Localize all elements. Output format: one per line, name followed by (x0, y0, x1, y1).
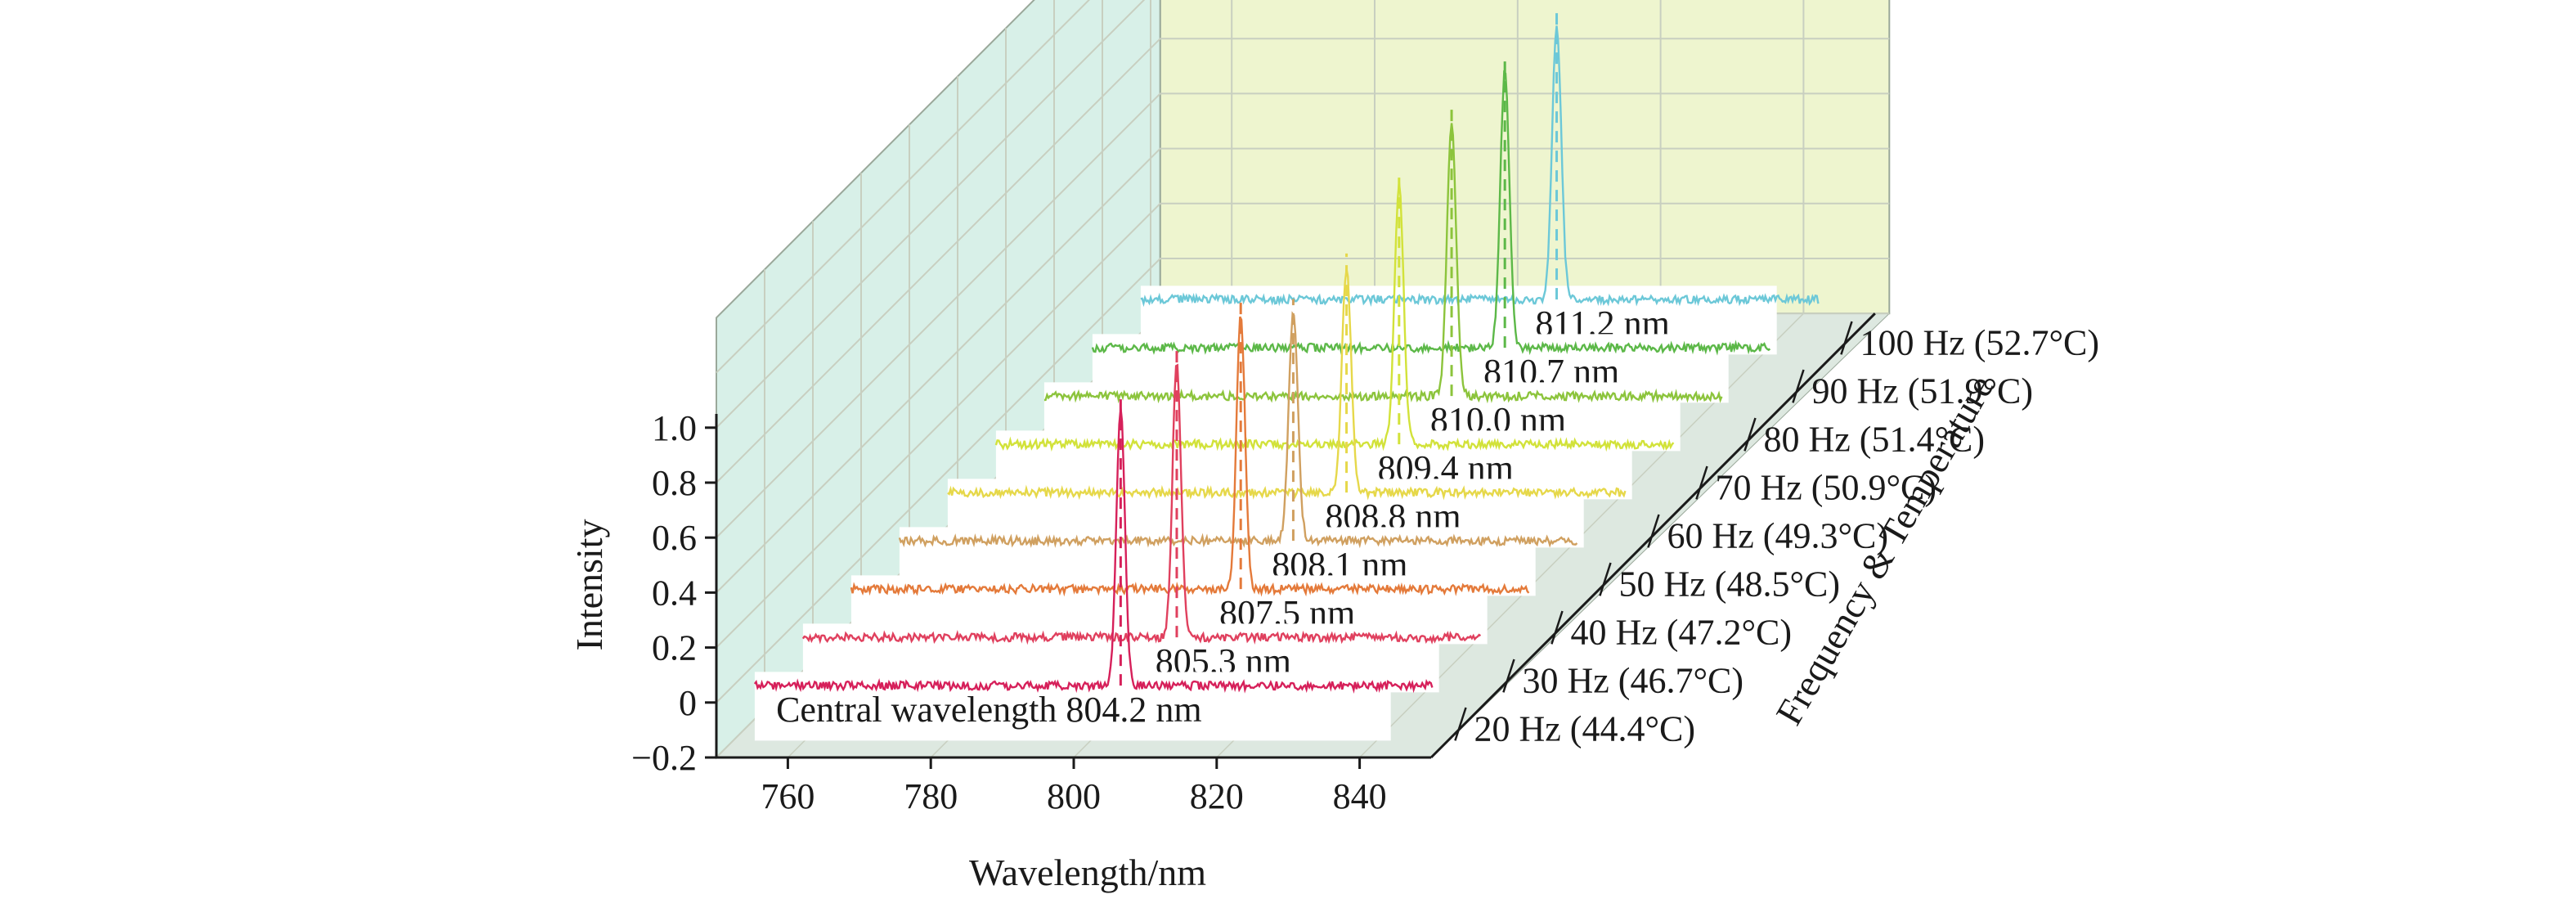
y-tick-label: 0.6 (652, 518, 697, 558)
depth-tick (1744, 417, 1757, 452)
x-tick-label: 820 (1190, 776, 1244, 816)
spectrum-line (947, 268, 1627, 501)
depth-tick (1695, 465, 1708, 500)
grid-line-intensity (716, 92, 1890, 538)
grid-line-intensity (716, 258, 1890, 703)
spectrum-line (1140, 25, 1820, 308)
spectrum-line (1043, 123, 1723, 404)
slice-0: Central wavelength 804.2 nm 20 Hz (44.4°C… (753, 397, 1696, 748)
depth-tick (1792, 369, 1805, 403)
series-label: 30 Hz (46.7°C) (1523, 660, 1744, 700)
grid-line-intensity (716, 0, 1146, 429)
depth-tick (1551, 610, 1564, 645)
y-tick-label: 0.4 (652, 573, 697, 613)
series-label: 90 Hz (51.9°C) (1812, 371, 2034, 411)
x-tick-label: 800 (1047, 776, 1101, 816)
grid-line-intensity (716, 0, 1091, 374)
x-tick-label: 760 (761, 776, 815, 816)
y-tick-label: 0.2 (652, 628, 697, 668)
series-label: 50 Hz (48.5°C) (1619, 564, 1841, 604)
series-label: 70 Hz (50.9°C) (1716, 467, 1937, 507)
spectrum-line (898, 311, 1578, 549)
series-label: 60 Hz (49.3°C) (1667, 515, 1889, 555)
x-tick-label: 780 (904, 776, 958, 816)
y-tick-label: 0.8 (652, 463, 697, 503)
series-label: 40 Hz (47.2°C) (1571, 612, 1793, 652)
y-tick-label: 1.0 (652, 408, 697, 448)
x-axis-title: Wavelength/nm (969, 852, 1206, 893)
spectrum-line (1091, 70, 1771, 356)
spectrum-line (801, 363, 1482, 645)
spectrum-line (994, 182, 1675, 452)
spectrum-slices: 811.2 nm 100 Hz (52.7°C)810.7 nm 90 Hz (51… (753, 11, 2100, 748)
peak-label: Central wavelength 804.2 nm (776, 690, 1202, 730)
spectrum-line (753, 407, 1434, 694)
y-tick-label: −0.2 (631, 738, 697, 778)
back-wall (1159, 0, 1891, 315)
grid-line-intensity (716, 147, 1890, 594)
series-label: 80 Hz (51.4°C) (1764, 419, 1986, 459)
depth-tick (1502, 659, 1515, 693)
x-tick-label: 840 (1333, 776, 1387, 816)
z-axis (1429, 312, 1876, 759)
spectrum-line (850, 316, 1530, 597)
depth-tick (1454, 707, 1467, 741)
grid-line-intensity (716, 202, 1890, 649)
depth-tick (1647, 514, 1660, 548)
y-axis-title: Intensity (568, 519, 610, 651)
depth-tick (1599, 562, 1612, 596)
series-label: 20 Hz (44.4°C) (1474, 708, 1696, 748)
series-label: 100 Hz (52.7°C) (1860, 322, 2100, 362)
y-tick-label: 0 (679, 683, 697, 723)
depth-tick (1840, 321, 1853, 355)
grid-line-intensity (716, 38, 1890, 483)
